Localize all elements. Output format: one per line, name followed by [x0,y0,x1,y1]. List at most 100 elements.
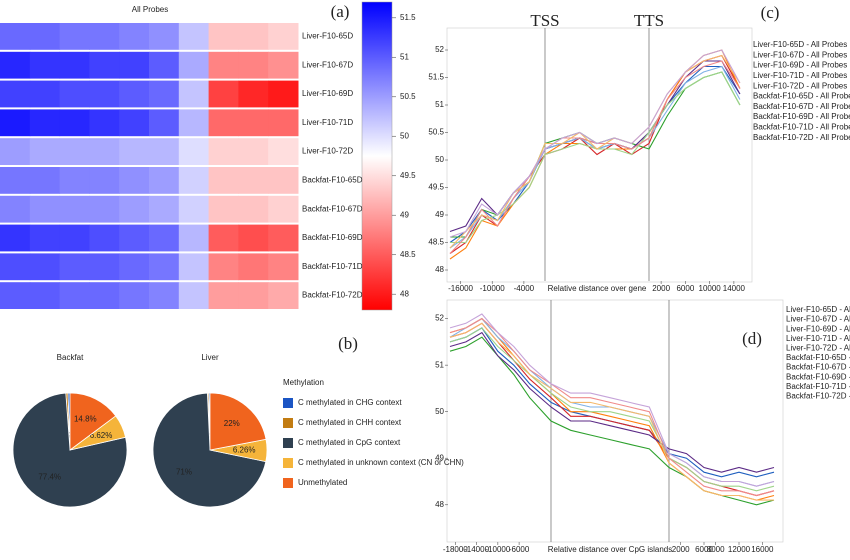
heat-cell [208,167,239,194]
heat-cell [178,253,210,281]
y-tick-label: 51 [435,100,444,109]
colorbar-tick-label: 51.5 [400,13,416,22]
heat-cell [178,109,210,137]
heat-cell [208,23,239,50]
series-line [449,317,775,501]
x-tick-label: 2000 [652,284,670,293]
legend-label: Backfat-F10-69D - All Probes [786,372,850,381]
heat-cell [119,167,150,194]
heatmap-title: All Probes [132,5,168,14]
x-tick-label: 14000 [723,284,746,293]
y-tick-label: 51 [435,360,444,369]
heat-cell [238,138,269,165]
series-line [449,322,774,501]
x-tick-label: 10000 [699,284,722,293]
heat-cell [119,282,150,309]
series-line [449,327,775,492]
x-tick-label: -10000 [480,284,505,293]
heat-cell [119,80,150,108]
heat-cell [208,253,239,281]
heat-cell [29,195,61,223]
heat-cell [268,23,299,50]
heat-cell [178,195,210,223]
legend-label: Backfat-F10-71D - All Probes [753,123,850,132]
legend-label: Liver-F10-67D - All Probes [753,50,847,59]
heat-cell [59,282,90,309]
heat-cell [29,138,61,165]
heat-cell [178,51,210,79]
y-tick-label: 50.5 [428,128,444,137]
heat-cell [268,51,299,79]
heat-cell [178,167,210,194]
heat-cell [208,224,239,252]
heat-cell [178,282,210,309]
series-line [449,331,775,473]
row-label: Backfat-F10-72D [302,291,363,300]
heat-cell [29,109,61,137]
legend-label: Unmethylated [298,478,347,487]
legend-label: Liver-F10-71D - All Probes [753,71,847,80]
heat-cell [119,51,150,79]
heat-cell [89,167,120,194]
heat-cell [29,167,61,194]
legend-label: Backfat-F10-69D - All Probes [753,112,850,121]
legend-label: Liver-F10-69D - All Probes [753,61,847,70]
legend-label: Liver-F10-72D - All Probes [753,81,847,90]
panel-label: (d) [742,329,762,348]
slice-label: 6.26% [233,445,256,454]
heat-cell [119,23,150,50]
heat-cell [0,109,31,137]
heat-cell [238,51,269,79]
x-tick-label: 6000 [676,284,694,293]
colorbar-tick-label: 50 [400,131,409,140]
heat-cell [59,51,90,79]
slice-label: 14.8% [74,415,97,424]
legend-label: Backfat-F10-67D - All Probes [786,363,850,372]
heat-cell [59,167,90,194]
heat-cell [238,282,269,309]
y-tick-label: 49 [435,210,444,219]
heat-cell [89,138,120,165]
series-line [449,54,741,254]
x-tick-label: -16000 [448,284,473,293]
y-tick-label: 49 [435,453,444,462]
x-tick-label: 16000 [751,545,774,554]
heat-cell [268,167,299,194]
heat-cell [208,109,239,137]
heat-cell [149,167,180,194]
colorbar-tick-label: 51 [400,52,409,61]
slice-label: 77.4% [38,473,61,482]
heat-cell [149,23,180,50]
heat-cell [59,253,90,281]
x-tick-label: 2000 [672,545,690,554]
heat-cell [0,224,31,252]
x-tick-label: -10000 [485,545,510,554]
heat-cell [0,195,31,223]
legend-label: Backfat-F10-71D - All Probes [786,382,850,391]
heat-cell [59,195,90,223]
heat-cell [0,282,31,309]
heat-cell [119,109,150,137]
heat-cell [149,253,180,281]
series-line [449,54,741,249]
heat-cell [238,253,269,281]
row-label: Backfat-F10-67D [302,204,363,213]
legend-label: C methylated in CHG context [298,398,402,407]
colorbar-tick-label: 48 [400,289,409,298]
legend-label: Backfat-F10-65D - All Probes [786,353,850,362]
heat-cell [0,23,31,50]
pie-title: Backfat [57,353,84,362]
plot-frame-c [446,27,753,283]
heat-cell [89,51,120,79]
legend-label: Liver-F10-67D - All Probes [786,315,850,324]
pie-slice [69,392,117,451]
heat-cell [268,224,299,252]
x-tick-label: -4000 [514,284,535,293]
heat-cell [29,80,61,108]
heat-cell [238,109,269,137]
heat-cell [29,224,61,252]
heat-cell [89,253,120,281]
series-line [450,71,741,244]
legend-label: Backfat-F10-65D - All Probes [753,92,850,101]
colorbar-tick-label: 48.5 [400,250,416,259]
